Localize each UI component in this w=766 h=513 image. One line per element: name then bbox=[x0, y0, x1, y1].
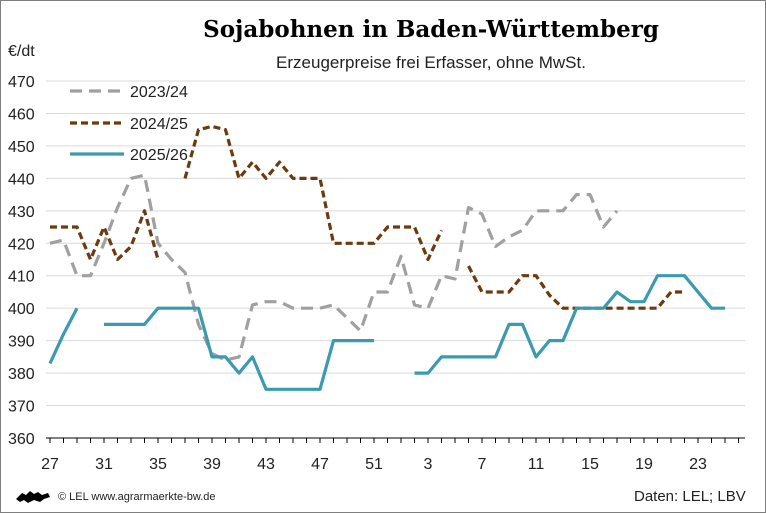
y-tick-label: 390 bbox=[8, 334, 35, 351]
y-tick-label: 450 bbox=[8, 139, 35, 156]
y-tick-label: 470 bbox=[8, 74, 35, 91]
x-tick-label: 7 bbox=[478, 456, 487, 473]
series-line-2025-26 bbox=[414, 274, 725, 375]
data-source: Daten: LEL; LBV bbox=[634, 488, 746, 505]
x-tick-label: 27 bbox=[41, 456, 59, 473]
y-tick-label: 400 bbox=[8, 301, 35, 318]
y-tick-label: 430 bbox=[8, 204, 35, 221]
series-line-2025-26 bbox=[104, 306, 374, 391]
y-tick-label: 370 bbox=[8, 399, 35, 416]
y-axis-unit: €/dt bbox=[8, 43, 35, 60]
chart-subtitle: Erzeugerpreise frei Erfasser, ohne MwSt. bbox=[276, 53, 586, 72]
copyright-text: © LEL www.agrarmaerkte-bw.de bbox=[58, 491, 216, 503]
series-line-2024-25 bbox=[183, 124, 443, 262]
x-tick-label: 31 bbox=[95, 456, 113, 473]
x-tick-label: 11 bbox=[528, 456, 545, 473]
y-tick-label: 420 bbox=[8, 236, 35, 253]
y-tick-label: 410 bbox=[8, 269, 35, 286]
x-tick-label: 19 bbox=[635, 456, 653, 473]
series-lines bbox=[48, 124, 725, 391]
x-tick-label: 23 bbox=[689, 456, 707, 473]
y-tick-label: 460 bbox=[8, 106, 35, 123]
x-tick-label: 35 bbox=[149, 456, 167, 473]
series-line-2025-26 bbox=[48, 307, 79, 365]
x-tick-label: 15 bbox=[581, 456, 599, 473]
x-tick-label: 47 bbox=[311, 456, 329, 473]
legend: 2023/24 2024/25 2025/26 bbox=[70, 84, 188, 164]
x-tick-label: 51 bbox=[365, 456, 383, 473]
y-tick-label: 440 bbox=[8, 171, 35, 188]
legend-label: 2023/24 bbox=[130, 84, 188, 101]
legend-label: 2025/26 bbox=[130, 147, 188, 164]
y-tick-label: 380 bbox=[8, 366, 35, 383]
chart-title: Sojabohnen in Baden-Württemberg bbox=[203, 16, 659, 43]
y-tick-label: 360 bbox=[8, 431, 35, 448]
series-line-2024-25 bbox=[50, 209, 160, 262]
lion-logo-icon bbox=[16, 491, 50, 503]
series-line-2023-24 bbox=[49, 173, 619, 362]
x-tick-label: 43 bbox=[257, 456, 275, 473]
x-tick-label: 39 bbox=[203, 456, 221, 473]
legend-label: 2024/25 bbox=[130, 116, 188, 133]
x-tick-label: 3 bbox=[424, 456, 433, 473]
